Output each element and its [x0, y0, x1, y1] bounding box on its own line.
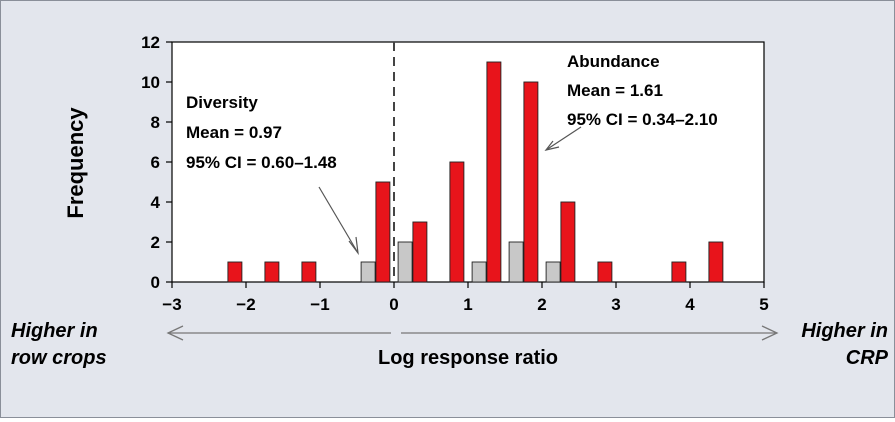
y-tick-label: 0: [151, 273, 160, 292]
abundance-bar: [486, 61, 502, 283]
abundance-bar: [227, 261, 243, 283]
x-tick-label: 4: [685, 295, 695, 314]
y-tick-label: 12: [141, 33, 160, 52]
direction-left-line2: row crops: [11, 347, 107, 369]
diversity-bar: [545, 261, 561, 283]
abundance-bar: [412, 221, 428, 283]
diversity-annotation: Diversity Mean = 0.97 95% CI = 0.60–1.48: [186, 93, 337, 172]
abundance-ci: 95% CI = 0.34–2.10: [567, 110, 718, 129]
x-tick-label: 3: [611, 295, 620, 314]
direction-right-line1: Higher in: [801, 320, 888, 342]
abundance-bar: [375, 181, 391, 283]
abundance-bar: [560, 201, 576, 283]
x-axis-label: Log response ratio: [378, 347, 558, 369]
diversity-bar: [471, 261, 487, 283]
x-tick-label: −2: [236, 295, 255, 314]
x-tick-label: 5: [759, 295, 768, 314]
abundance-bar: [708, 241, 724, 283]
x-tick-label: 0: [389, 295, 398, 314]
plot-area: [171, 41, 765, 283]
abundance-mean: Mean = 1.61: [567, 81, 663, 100]
diversity-title: Diversity: [186, 93, 258, 112]
direction-right-line2: CRP: [846, 347, 889, 369]
abundance-bar: [597, 261, 613, 283]
diversity-ci: 95% CI = 0.60–1.48: [186, 153, 337, 172]
abundance-bar: [671, 261, 687, 283]
abundance-title: Abundance: [567, 52, 660, 71]
y-tick-label: 6: [151, 153, 160, 172]
diversity-bar: [360, 261, 376, 283]
right-direction-arrow: [401, 325, 779, 341]
x-tick-label: 2: [537, 295, 546, 314]
x-tick-label: 1: [463, 295, 472, 314]
diversity-bar: [508, 241, 524, 283]
x-tick-label: −3: [162, 295, 181, 314]
abundance-bar: [449, 161, 465, 283]
abundance-bar: [301, 261, 317, 283]
abundance-bar: [264, 261, 280, 283]
y-axis-label: Frequency: [63, 107, 88, 219]
y-tick-label: 8: [151, 113, 160, 132]
diversity-arrow: [318, 186, 359, 256]
y-tick-label: 4: [151, 193, 161, 212]
y-tick-label: 10: [141, 73, 160, 92]
y-tick-label: 2: [151, 233, 160, 252]
abundance-arrow: [544, 126, 582, 151]
x-tick-label: −1: [310, 295, 329, 314]
left-direction-arrow: [166, 325, 391, 341]
diversity-mean: Mean = 0.97: [186, 123, 282, 142]
direction-left-line1: Higher in: [11, 320, 98, 342]
axes: [171, 41, 765, 283]
abundance-annotation: Abundance Mean = 1.61 95% CI = 0.34–2.10: [567, 52, 718, 129]
abundance-bar: [523, 81, 539, 283]
bars: [227, 61, 724, 283]
diversity-bar: [397, 241, 413, 283]
